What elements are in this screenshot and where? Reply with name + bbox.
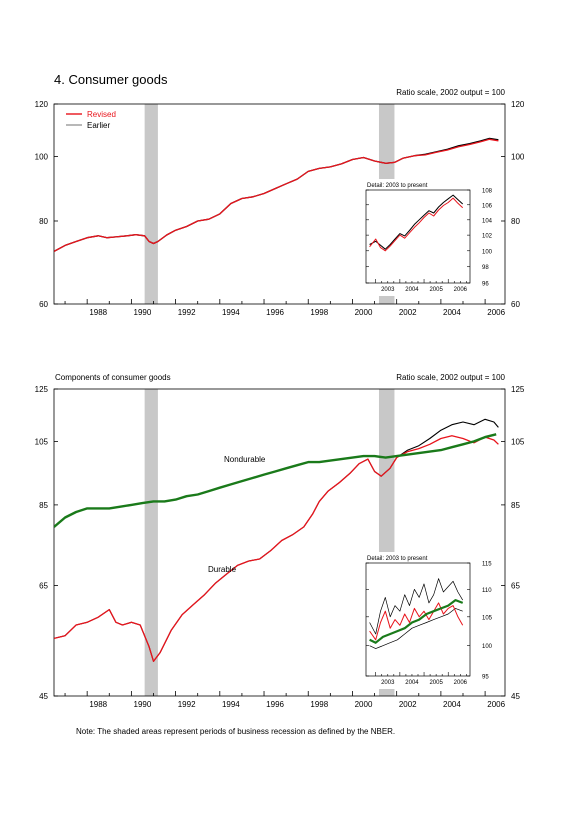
inset-title: Detail: 2003 to present bbox=[367, 183, 428, 189]
x-tick-label: 1988 bbox=[89, 308, 107, 317]
inset-x-tick-label: 2005 bbox=[429, 287, 443, 293]
chart-title: Components of consumer goods bbox=[55, 373, 171, 382]
y-tick-label-right: 100 bbox=[511, 153, 525, 162]
x-tick-label: 1998 bbox=[310, 700, 328, 709]
inset-chart: Detail: 2003 to present 95 100 105 110 115 200… bbox=[365, 556, 493, 686]
inset-y-tick-label: 100 bbox=[482, 249, 493, 255]
x-tick-label: 1998 bbox=[310, 308, 328, 317]
chart-panel-2: 45 45 65 65 85 85 105 105 125 125 1988 1990 1992 1994… bbox=[35, 373, 525, 709]
x-tick-label: 1988 bbox=[89, 700, 107, 709]
y-tick-label-right: 80 bbox=[511, 217, 520, 226]
series-line-nondurable bbox=[54, 433, 497, 528]
x-tick-label: 2004 bbox=[443, 700, 461, 709]
y-tick-label-right: 85 bbox=[511, 501, 520, 510]
plot-frame bbox=[53, 388, 506, 697]
inset-x-tick-label: 2006 bbox=[454, 680, 468, 686]
y-tick-label-right: 105 bbox=[511, 437, 525, 446]
x-tick-label: 1996 bbox=[266, 308, 284, 317]
legend-label-earlier: Earlier bbox=[87, 121, 110, 130]
x-tick-label: 2004 bbox=[443, 308, 461, 317]
x-tick-label: 1992 bbox=[178, 308, 196, 317]
y-tick-label-right: 45 bbox=[511, 692, 520, 701]
y-tick-label-right: 120 bbox=[511, 100, 525, 109]
x-tick-label: 2006 bbox=[487, 308, 505, 317]
inset-y-tick-label: 105 bbox=[482, 615, 493, 621]
inset-y-tick-label: 95 bbox=[482, 675, 489, 681]
x-tick-label: 1994 bbox=[222, 308, 240, 317]
legend-label-revised: Revised bbox=[87, 110, 116, 119]
inset-x-tick-label: 2004 bbox=[405, 287, 419, 293]
y-tick-label-left: 125 bbox=[35, 385, 49, 394]
inset-chart: Detail: 2003 to present 96 98 100 102 104 106 1… bbox=[365, 183, 493, 293]
inset-y-tick-label: 104 bbox=[482, 218, 493, 224]
y-tick-label-left: 60 bbox=[39, 300, 48, 309]
y-tick-label-left: 45 bbox=[39, 692, 48, 701]
inset-y-tick-label: 110 bbox=[482, 588, 492, 594]
inset-background bbox=[362, 552, 498, 689]
inset-y-tick-label: 96 bbox=[482, 282, 489, 288]
y-tick-label-right: 60 bbox=[511, 300, 520, 309]
inset-title: Detail: 2003 to present bbox=[367, 556, 428, 562]
y-tick-label-right: 125 bbox=[511, 385, 525, 394]
recession-band-1 bbox=[144, 104, 158, 304]
scale-note: Ratio scale, 2002 output = 100 bbox=[396, 88, 505, 97]
scale-note: Ratio scale, 2002 output = 100 bbox=[396, 373, 505, 382]
plot-frame bbox=[53, 103, 506, 305]
x-tick-label: 2000 bbox=[355, 308, 373, 317]
inset-series-line-nondurable bbox=[369, 599, 464, 644]
y-tick-label-left: 105 bbox=[35, 437, 49, 446]
inset-y-tick-label: 115 bbox=[482, 562, 492, 568]
series-line-revised bbox=[54, 138, 499, 252]
inset-x-tick-label: 2005 bbox=[429, 680, 443, 686]
chart-panel-1: 60 60 80 80 100 100 120 120 1988 1990 1992 1994 1996… bbox=[35, 88, 525, 317]
page-title: 4. Consumer goods bbox=[54, 72, 168, 87]
footnote: Note: The shaded areas represent periods… bbox=[76, 727, 396, 736]
y-tick-label-left: 120 bbox=[35, 100, 49, 109]
x-tick-label: 2002 bbox=[399, 700, 417, 709]
x-tick-label: 1990 bbox=[134, 308, 152, 317]
inset-series-line-earlier bbox=[369, 194, 464, 250]
x-tick-label: 2002 bbox=[399, 308, 417, 317]
y-tick-label-left: 80 bbox=[39, 217, 48, 226]
x-tick-label: 2006 bbox=[487, 700, 505, 709]
x-tick-label: 1996 bbox=[266, 700, 284, 709]
y-tick-label-right: 65 bbox=[511, 582, 520, 591]
inset-x-tick-label: 2006 bbox=[454, 287, 468, 293]
inset-y-tick-label: 102 bbox=[482, 234, 493, 240]
inset-y-tick-label: 108 bbox=[482, 189, 493, 195]
inset-x-tick-label: 2003 bbox=[381, 287, 395, 293]
x-tick-label: 2000 bbox=[355, 700, 373, 709]
series-annotation-durable: Durable bbox=[208, 565, 237, 574]
inset-series-line-revised bbox=[369, 197, 464, 252]
y-tick-label-left: 65 bbox=[39, 582, 48, 591]
inset-x-tick-label: 2003 bbox=[381, 680, 395, 686]
recession-band-1 bbox=[144, 389, 158, 696]
inset-series-line-durable-earlier bbox=[369, 578, 464, 635]
x-tick-label: 1990 bbox=[134, 700, 152, 709]
inset-series-line-durable bbox=[369, 602, 464, 641]
inset-background bbox=[362, 179, 498, 296]
y-tick-label-left: 100 bbox=[35, 153, 49, 162]
inset-series-line-nondurable-earlier bbox=[369, 608, 463, 649]
inset-y-tick-label: 100 bbox=[482, 644, 493, 650]
x-tick-label: 1992 bbox=[178, 700, 196, 709]
inset-x-tick-label: 2004 bbox=[405, 680, 419, 686]
inset-y-tick-label: 106 bbox=[482, 203, 493, 209]
inset-y-tick-label: 98 bbox=[482, 265, 489, 271]
y-tick-label-left: 85 bbox=[39, 501, 48, 510]
series-line-durable bbox=[54, 435, 499, 662]
x-tick-label: 1994 bbox=[222, 700, 240, 709]
series-annotation-nondurable: Nondurable bbox=[224, 455, 266, 464]
